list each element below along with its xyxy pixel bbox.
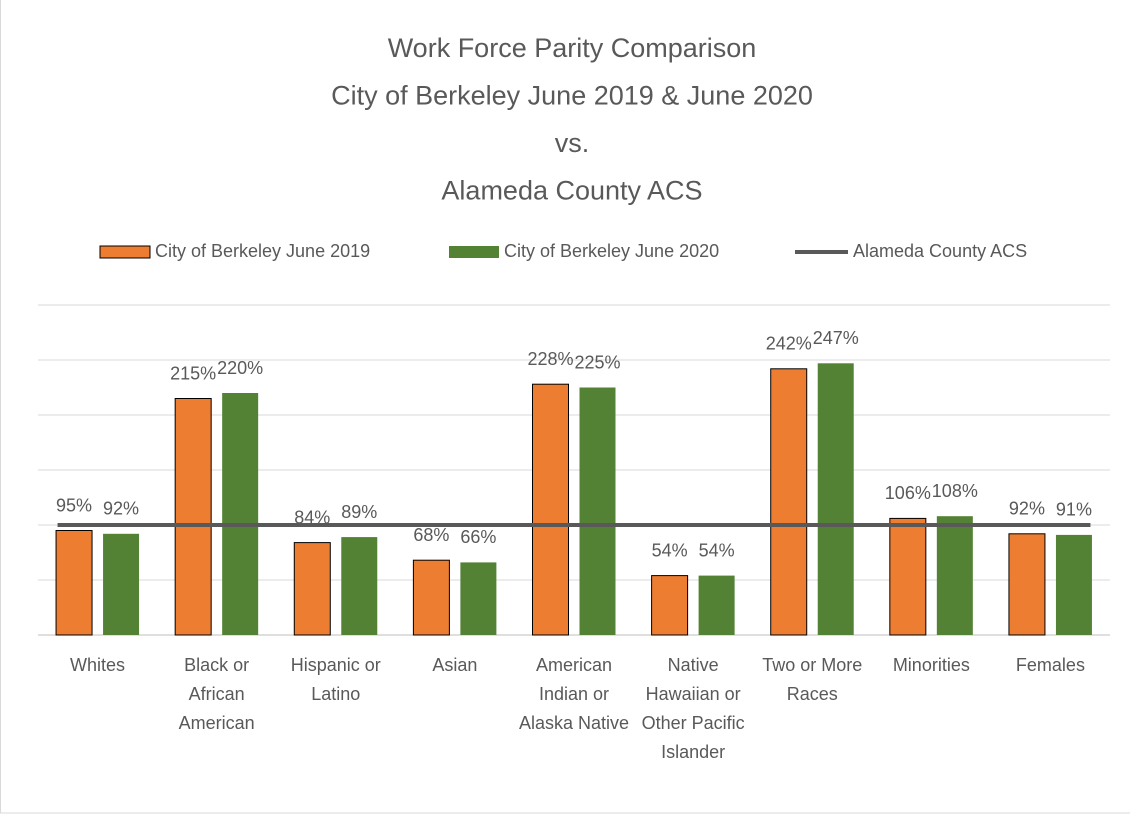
bar [1008, 533, 1046, 636]
x-tick-label: Hispanic or Latino [290, 655, 381, 704]
data-label: 66% [460, 527, 496, 547]
bar [532, 383, 569, 636]
data-label: 106% [885, 483, 931, 503]
chart-title: Work Force Parity Comparison [388, 33, 757, 63]
chart-title: Alameda County ACS [441, 176, 702, 206]
bar [103, 533, 140, 635]
bar [222, 393, 259, 635]
legend-label: Alameda County ACS [853, 241, 1027, 261]
data-label: 247% [813, 328, 859, 348]
data-label: 228% [527, 349, 573, 369]
legend-label: City of Berkeley June 2020 [504, 241, 719, 261]
x-tick-label: Minorities [892, 655, 970, 675]
bar [293, 542, 331, 636]
bar [889, 517, 927, 636]
x-tick-label: Two or More Races [762, 655, 863, 704]
data-label: 84% [294, 507, 330, 527]
bar [55, 530, 93, 636]
data-label: 92% [103, 499, 139, 519]
x-tick-label: Females [1015, 655, 1085, 675]
chart-title: City of Berkeley June 2019 & June 2020 [331, 81, 813, 111]
data-label: 54% [699, 540, 735, 560]
data-label: 92% [1009, 499, 1045, 519]
bar [936, 516, 973, 635]
data-label: 225% [574, 352, 620, 372]
data-label: 215% [170, 363, 216, 383]
x-tick-label: Whites [70, 655, 126, 675]
legend-swatch [449, 246, 499, 258]
data-label: 54% [652, 540, 688, 560]
bar [651, 575, 689, 636]
data-label: 95% [56, 495, 92, 515]
x-tick-label: Black or African American [178, 655, 255, 733]
bar [1055, 534, 1092, 635]
chart-title: vs. [555, 128, 590, 158]
bar [698, 575, 735, 635]
x-tick-label: Native Hawaiian or Other Pacific Islande… [641, 655, 745, 762]
x-tick-label: American Indian or Alaska Native [518, 655, 630, 733]
bar [817, 363, 854, 635]
bar [412, 559, 450, 636]
bar [579, 387, 616, 635]
legend-label: City of Berkeley June 2019 [155, 241, 370, 261]
bar [174, 398, 212, 636]
data-label: 91% [1056, 500, 1092, 520]
legend-swatch [99, 245, 151, 259]
x-tick-label: Asian [432, 655, 478, 675]
data-label: 108% [932, 481, 978, 501]
data-label: 89% [341, 502, 377, 522]
data-label: 242% [766, 334, 812, 354]
bar [341, 537, 378, 635]
data-label: 220% [217, 358, 263, 378]
bar [770, 368, 808, 636]
bar [460, 562, 497, 635]
data-label: 68% [413, 525, 449, 545]
